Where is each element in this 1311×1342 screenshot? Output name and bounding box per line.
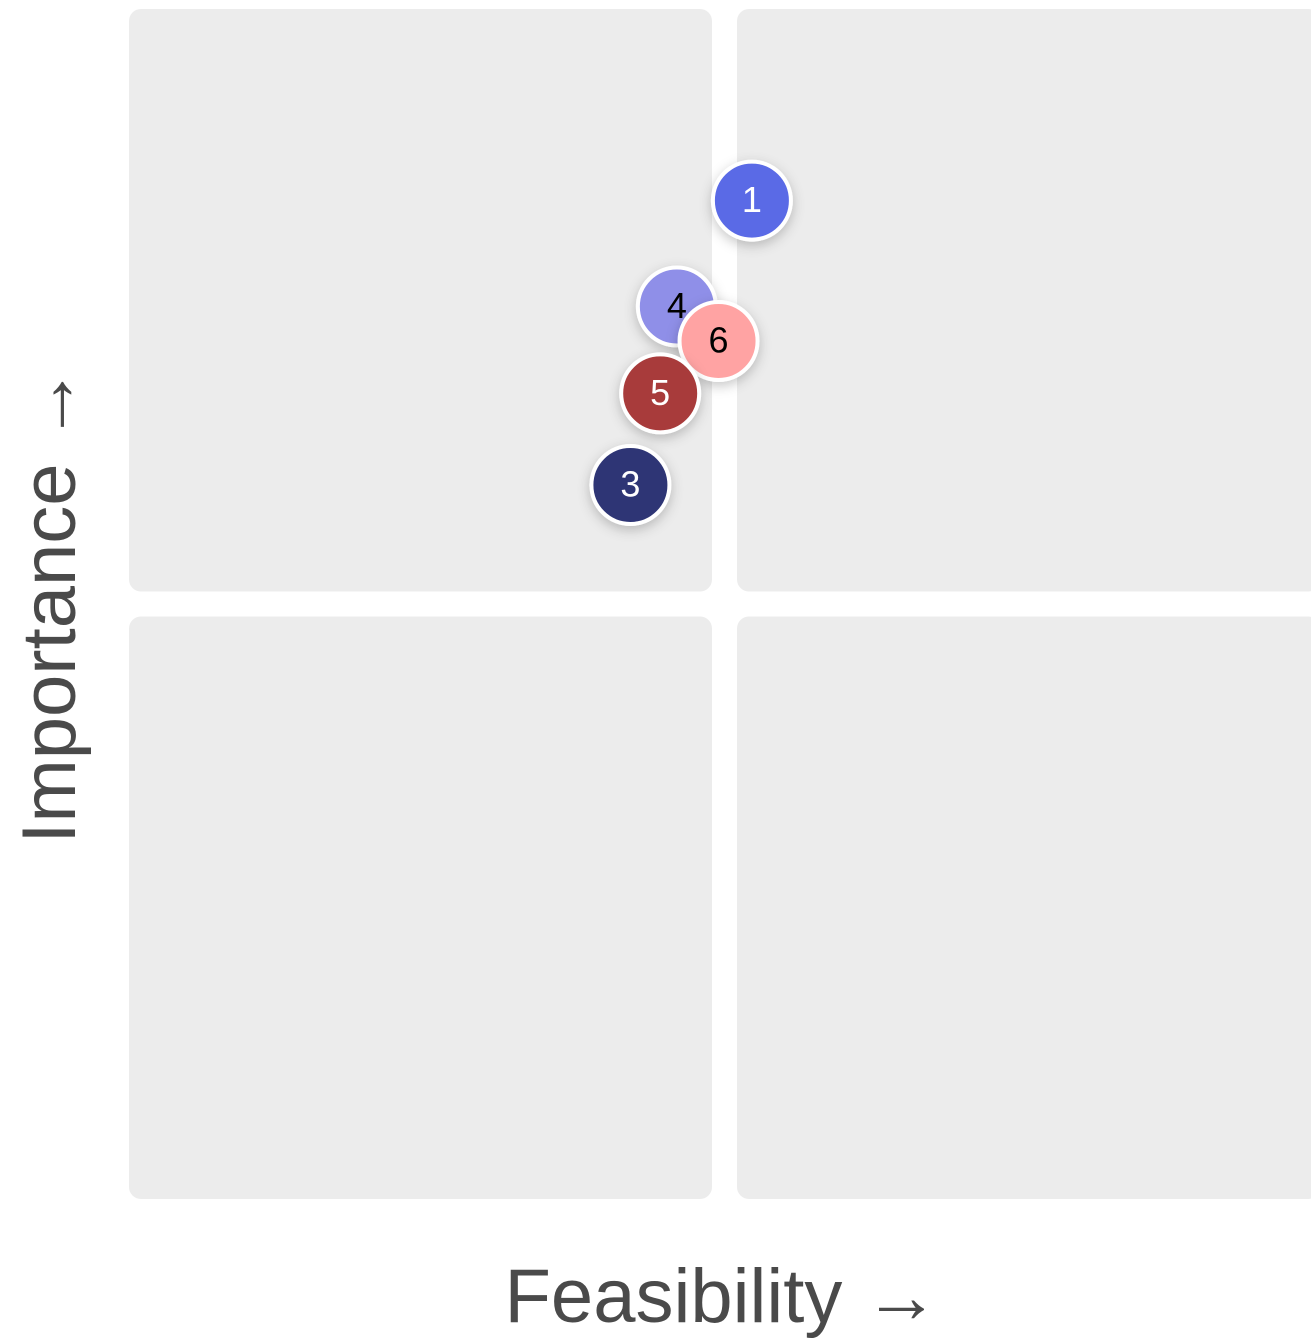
point: 6 [677,300,760,383]
point-label: 1 [742,179,762,220]
quadrant [129,616,712,1199]
quadrant [129,9,712,592]
point-marker [619,352,702,435]
point: 1 [710,159,793,242]
quadrant [737,9,1311,592]
point: 5 [619,352,702,435]
point-label: 5 [650,372,670,413]
point-marker [710,159,793,242]
x-axis-label: Feasibility → [505,1254,940,1339]
quadrants [129,9,1311,1199]
point-label: 6 [709,320,729,361]
point-marker [589,444,672,526]
point-label: 4 [667,285,687,326]
y-axis-label: Importance → [7,366,92,843]
point-marker [677,300,760,383]
quadrant [737,616,1311,1199]
points: 1 465 3 [589,159,793,526]
point: 3 [589,444,672,526]
point-label: 3 [620,464,640,505]
